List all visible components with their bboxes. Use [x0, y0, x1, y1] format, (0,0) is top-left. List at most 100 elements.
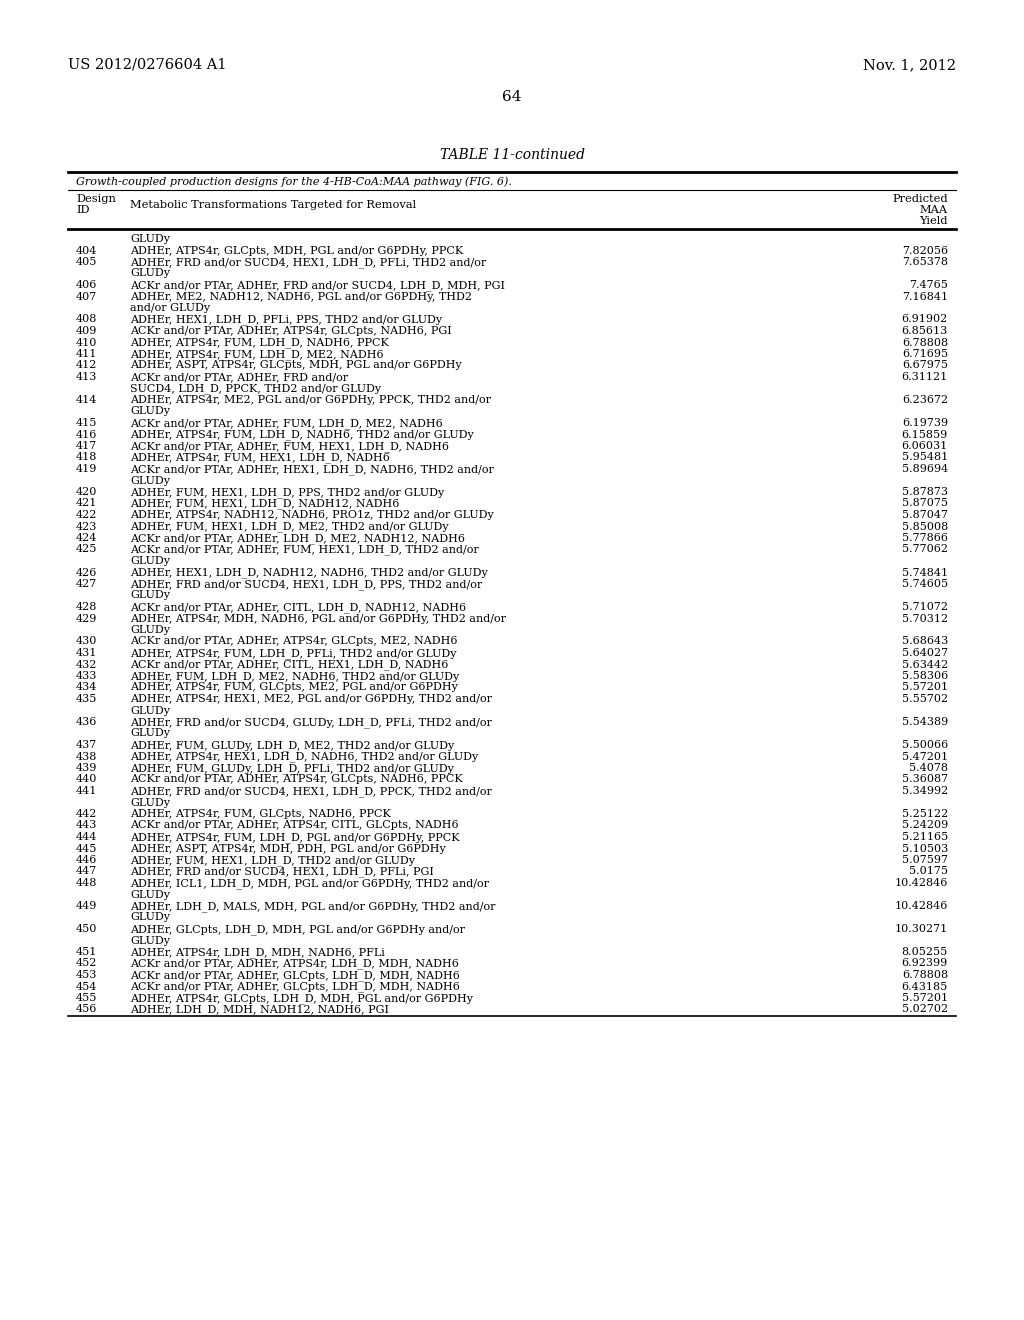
- Text: ADHEr, ATPS4r, FUM, HEX1, LDH_D, NADH6: ADHEr, ATPS4r, FUM, HEX1, LDH_D, NADH6: [130, 453, 390, 463]
- Text: 414: 414: [76, 395, 97, 405]
- Text: 6.31121: 6.31121: [902, 372, 948, 381]
- Text: ACKr and/or PTAr, ADHEr, FUM, HEX1, LDH_D, THD2 and/or: ACKr and/or PTAr, ADHEr, FUM, HEX1, LDH_…: [130, 544, 479, 556]
- Text: GLUDy: GLUDy: [130, 407, 170, 417]
- Text: ADHEr, ATPS4r, HEX1, LDH_D, NADH6, THD2 and/or GLUDy: ADHEr, ATPS4r, HEX1, LDH_D, NADH6, THD2 …: [130, 751, 478, 762]
- Text: 10.30271: 10.30271: [895, 924, 948, 935]
- Text: 7.65378: 7.65378: [902, 257, 948, 267]
- Text: 6.67975: 6.67975: [902, 360, 948, 371]
- Text: 423: 423: [76, 521, 97, 532]
- Text: 444: 444: [76, 832, 97, 842]
- Text: 6.06031: 6.06031: [902, 441, 948, 451]
- Text: ACKr and/or PTAr, ADHEr, ATPS4r, GLCpts, NADH6, PPCK: ACKr and/or PTAr, ADHEr, ATPS4r, GLCpts,…: [130, 775, 463, 784]
- Text: 447: 447: [76, 866, 97, 876]
- Text: ADHEr, GLCpts, LDH_D, MDH, PGL and/or G6PDHy and/or: ADHEr, GLCpts, LDH_D, MDH, PGL and/or G6…: [130, 924, 465, 935]
- Text: 428: 428: [76, 602, 97, 612]
- Text: 426: 426: [76, 568, 97, 578]
- Text: 5.77866: 5.77866: [902, 533, 948, 543]
- Text: ADHEr, FRD and/or SUCD4, HEX1, LDH_D, PPS, THD2 and/or: ADHEr, FRD and/or SUCD4, HEX1, LDH_D, PP…: [130, 579, 482, 590]
- Text: ACKr and/or PTAr, ADHEr, GLCpts, LDH_D, MDH, NADH6: ACKr and/or PTAr, ADHEr, GLCpts, LDH_D, …: [130, 982, 460, 993]
- Text: GLUDy: GLUDy: [130, 590, 170, 601]
- Text: 409: 409: [76, 326, 97, 337]
- Text: 451: 451: [76, 946, 97, 957]
- Text: ACKr and/or PTAr, ADHEr, FUM, HEX1, LDH_D, NADH6: ACKr and/or PTAr, ADHEr, FUM, HEX1, LDH_…: [130, 441, 449, 451]
- Text: 411: 411: [76, 348, 97, 359]
- Text: 6.43185: 6.43185: [902, 982, 948, 991]
- Text: 5.68643: 5.68643: [902, 636, 948, 647]
- Text: ADHEr, ICL1, LDH_D, MDH, PGL and/or G6PDHy, THD2 and/or: ADHEr, ICL1, LDH_D, MDH, PGL and/or G6PD…: [130, 878, 489, 888]
- Text: 5.36087: 5.36087: [902, 775, 948, 784]
- Text: 434: 434: [76, 682, 97, 693]
- Text: 5.47201: 5.47201: [902, 751, 948, 762]
- Text: 5.64027: 5.64027: [902, 648, 948, 657]
- Text: 5.0175: 5.0175: [909, 866, 948, 876]
- Text: Yield: Yield: [920, 216, 948, 226]
- Text: 437: 437: [76, 741, 97, 750]
- Text: ADHEr, HEX1, LDH_D, NADH12, NADH6, THD2 and/or GLUDy: ADHEr, HEX1, LDH_D, NADH12, NADH6, THD2 …: [130, 568, 487, 578]
- Text: 406: 406: [76, 280, 97, 290]
- Text: GLUDy: GLUDy: [130, 797, 170, 808]
- Text: 5.54389: 5.54389: [902, 717, 948, 727]
- Text: 5.85008: 5.85008: [902, 521, 948, 532]
- Text: SUCD4, LDH_D, PPCK, THD2 and/or GLUDy: SUCD4, LDH_D, PPCK, THD2 and/or GLUDy: [130, 384, 381, 395]
- Text: 5.77062: 5.77062: [902, 544, 948, 554]
- Text: 454: 454: [76, 982, 97, 991]
- Text: ADHEr, LDH_D, MALS, MDH, PGL and/or G6PDHy, THD2 and/or: ADHEr, LDH_D, MALS, MDH, PGL and/or G6PD…: [130, 902, 496, 912]
- Text: ADHEr, ATPS4r, FUM, LDH_D, NADH6, THD2 and/or GLUDy: ADHEr, ATPS4r, FUM, LDH_D, NADH6, THD2 a…: [130, 429, 474, 440]
- Text: 404: 404: [76, 246, 97, 256]
- Text: 415: 415: [76, 418, 97, 428]
- Text: 418: 418: [76, 453, 97, 462]
- Text: 5.63442: 5.63442: [902, 660, 948, 669]
- Text: ADHEr, ATPS4r, ME2, PGL and/or G6PDHy, PPCK, THD2 and/or: ADHEr, ATPS4r, ME2, PGL and/or G6PDHy, P…: [130, 395, 490, 405]
- Text: GLUDy: GLUDy: [130, 936, 170, 945]
- Text: 7.82056: 7.82056: [902, 246, 948, 256]
- Text: 5.57201: 5.57201: [902, 993, 948, 1003]
- Text: 446: 446: [76, 855, 97, 865]
- Text: 412: 412: [76, 360, 97, 371]
- Text: ADHEr, HEX1, LDH_D, PFLi, PPS, THD2 and/or GLUDy: ADHEr, HEX1, LDH_D, PFLi, PPS, THD2 and/…: [130, 314, 442, 325]
- Text: 5.24209: 5.24209: [902, 821, 948, 830]
- Text: ADHEr, ATPS4r, FUM, LDH_D, PGL and/or G6PDHy, PPCK: ADHEr, ATPS4r, FUM, LDH_D, PGL and/or G6…: [130, 832, 460, 842]
- Text: 5.25122: 5.25122: [902, 809, 948, 818]
- Text: 6.78808: 6.78808: [902, 338, 948, 347]
- Text: ADHEr, ATPS4r, HEX1, ME2, PGL and/or G6PDHy, THD2 and/or: ADHEr, ATPS4r, HEX1, ME2, PGL and/or G6P…: [130, 694, 492, 704]
- Text: 441: 441: [76, 785, 97, 796]
- Text: ACKr and/or PTAr, ADHEr, FRD and/or SUCD4, LDH_D, MDH, PGI: ACKr and/or PTAr, ADHEr, FRD and/or SUCD…: [130, 280, 505, 290]
- Text: 424: 424: [76, 533, 97, 543]
- Text: 420: 420: [76, 487, 97, 498]
- Text: 432: 432: [76, 660, 97, 669]
- Text: 5.89694: 5.89694: [902, 465, 948, 474]
- Text: 5.74605: 5.74605: [902, 579, 948, 589]
- Text: ADHEr, FUM, GLUDy, LDH_D, PFLi, THD2 and/or GLUDy: ADHEr, FUM, GLUDy, LDH_D, PFLi, THD2 and…: [130, 763, 454, 774]
- Text: 427: 427: [76, 579, 97, 589]
- Text: ADHEr, FRD and/or SUCD4, GLUDy, LDH_D, PFLi, THD2 and/or: ADHEr, FRD and/or SUCD4, GLUDy, LDH_D, P…: [130, 717, 492, 727]
- Text: Design: Design: [76, 194, 116, 205]
- Text: ADHEr, ME2, NADH12, NADH6, PGL and/or G6PDHy, THD2: ADHEr, ME2, NADH12, NADH6, PGL and/or G6…: [130, 292, 472, 301]
- Text: 10.42846: 10.42846: [895, 902, 948, 911]
- Text: ACKr and/or PTAr, ADHEr, ATPS4r, LDH_D, MDH, NADH6: ACKr and/or PTAr, ADHEr, ATPS4r, LDH_D, …: [130, 958, 459, 969]
- Text: ADHEr, FRD and/or SUCD4, HEX1, LDH_D, PFLi, THD2 and/or: ADHEr, FRD and/or SUCD4, HEX1, LDH_D, PF…: [130, 257, 486, 268]
- Text: Growth-coupled production designs for the 4-HB-CoA:MAA pathway (FIG. 6).: Growth-coupled production designs for th…: [76, 176, 512, 186]
- Text: ACKr and/or PTAr, ADHEr, ATPS4r, GLCpts, NADH6, PGI: ACKr and/or PTAr, ADHEr, ATPS4r, GLCpts,…: [130, 326, 452, 337]
- Text: 450: 450: [76, 924, 97, 935]
- Text: 5.50066: 5.50066: [902, 741, 948, 750]
- Text: GLUDy: GLUDy: [130, 705, 170, 715]
- Text: 429: 429: [76, 614, 97, 623]
- Text: 410: 410: [76, 338, 97, 347]
- Text: 6.15859: 6.15859: [902, 429, 948, 440]
- Text: 416: 416: [76, 429, 97, 440]
- Text: ACKr and/or PTAr, ADHEr, ATPS4r, CITL, GLCpts, NADH6: ACKr and/or PTAr, ADHEr, ATPS4r, CITL, G…: [130, 821, 459, 830]
- Text: 6.23672: 6.23672: [902, 395, 948, 405]
- Text: 448: 448: [76, 878, 97, 888]
- Text: ADHEr, FUM, HEX1, LDH_D, ME2, THD2 and/or GLUDy: ADHEr, FUM, HEX1, LDH_D, ME2, THD2 and/o…: [130, 521, 449, 532]
- Text: MAA: MAA: [920, 205, 948, 215]
- Text: Nov. 1, 2012: Nov. 1, 2012: [863, 58, 956, 73]
- Text: Predicted: Predicted: [892, 194, 948, 205]
- Text: 5.34992: 5.34992: [902, 785, 948, 796]
- Text: 417: 417: [76, 441, 97, 451]
- Text: ADHEr, ATPS4r, FUM, LDH_D, ME2, NADH6: ADHEr, ATPS4r, FUM, LDH_D, ME2, NADH6: [130, 348, 384, 360]
- Text: ADHEr, LDH_D, MDH, NADH12, NADH6, PGI: ADHEr, LDH_D, MDH, NADH12, NADH6, PGI: [130, 1005, 389, 1015]
- Text: 433: 433: [76, 671, 97, 681]
- Text: ID: ID: [76, 205, 89, 215]
- Text: 10.42846: 10.42846: [895, 878, 948, 888]
- Text: 5.87873: 5.87873: [902, 487, 948, 498]
